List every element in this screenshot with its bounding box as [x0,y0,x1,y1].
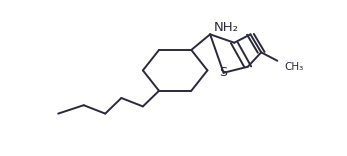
Text: S: S [220,66,228,79]
Text: CH₃: CH₃ [284,62,303,72]
Text: NH₂: NH₂ [214,21,239,34]
